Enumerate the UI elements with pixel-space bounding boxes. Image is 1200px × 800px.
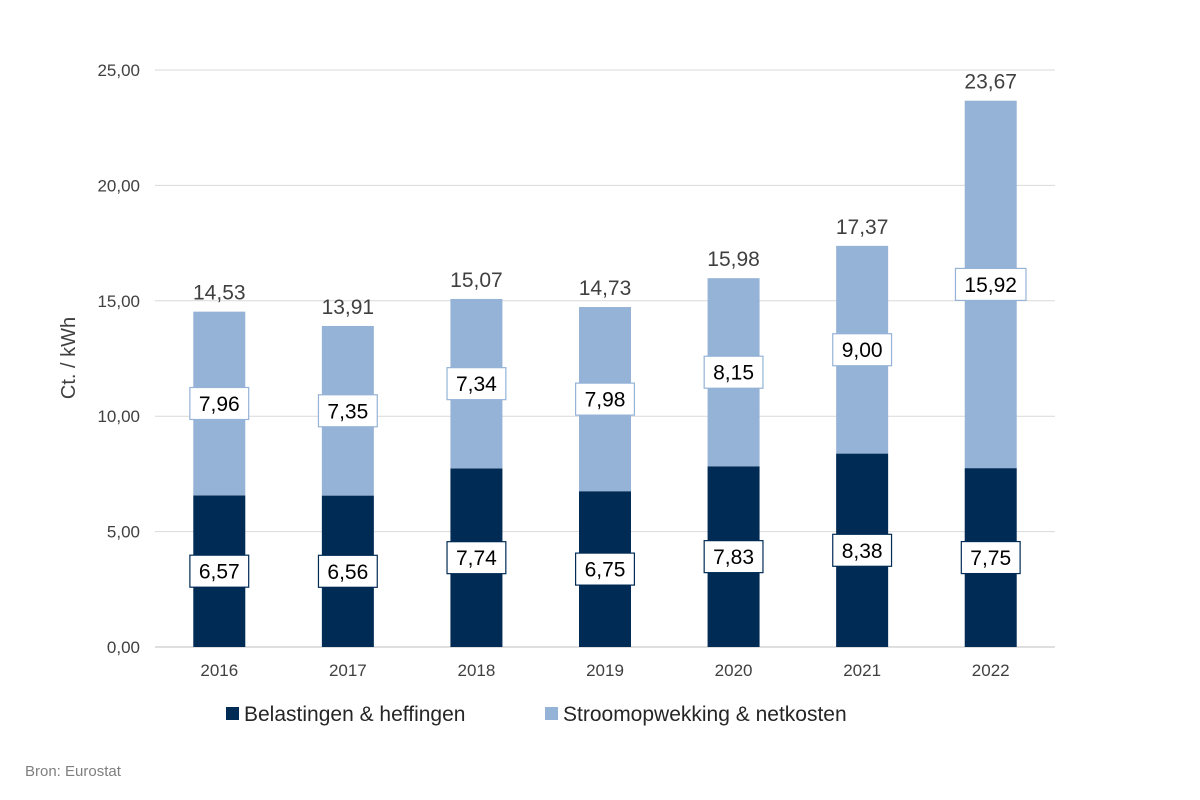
x-axis-ticks: 2016 2017 2018 2019 2020 2021 2022 <box>200 661 1009 680</box>
data-label: 7,74 <box>456 547 497 570</box>
y-axis-label: Ct. / kWh <box>58 317 80 399</box>
data-label: 6,56 <box>327 561 368 584</box>
data-label-box <box>446 367 507 401</box>
data-label: 8,38 <box>842 540 883 563</box>
data-label: 7,75 <box>970 547 1011 570</box>
data-label-box <box>832 533 893 567</box>
total-label: 14,73 <box>579 277 632 300</box>
data-label-box <box>960 540 1021 575</box>
data-label-box <box>317 554 378 588</box>
data-label: 7,98 <box>585 389 626 412</box>
total-label: 23,67 <box>964 71 1017 94</box>
x-tick-label: 2017 <box>329 661 367 680</box>
x-tick-label: 2019 <box>586 661 624 680</box>
bars: 6,57 7,96 14,53 6,56 7,35 13,91 7,74 7,34 15,07 6… <box>189 71 1027 647</box>
legend-swatch-belastingen <box>226 707 239 720</box>
data-label-box <box>832 333 893 367</box>
data-label: 7,35 <box>327 400 368 423</box>
data-label: 6,57 <box>199 561 240 584</box>
y-tick-label: 0,00 <box>107 638 140 657</box>
data-label: 7,96 <box>199 393 240 416</box>
y-tick-label: 5,00 <box>107 523 140 542</box>
data-label-box <box>189 386 250 421</box>
source-note: Bron: Eurostat <box>25 763 122 780</box>
data-label: 9,00 <box>842 339 883 362</box>
data-label-box <box>574 382 635 416</box>
data-label-box <box>189 554 250 588</box>
data-label: 8,15 <box>713 362 754 385</box>
total-label: 13,91 <box>322 296 375 319</box>
x-tick-label: 2022 <box>972 661 1010 680</box>
y-tick-label: 15,00 <box>97 292 140 311</box>
y-tick-label: 25,00 <box>97 61 140 80</box>
total-label: 17,37 <box>836 216 889 239</box>
legend-label-stroomopwekking: Stroomopwekking & netkosten <box>563 703 847 726</box>
x-tick-label: 2021 <box>843 661 881 680</box>
data-label-box <box>703 540 764 574</box>
data-label: 6,75 <box>585 559 626 582</box>
y-tick-label: 20,00 <box>97 176 140 195</box>
x-tick-label: 2016 <box>200 661 238 680</box>
data-label: 15,92 <box>964 274 1017 297</box>
data-label-box <box>703 355 764 389</box>
data-label: 7,34 <box>456 373 497 396</box>
total-label: 15,98 <box>707 248 760 271</box>
data-label-box <box>574 552 635 586</box>
legend: Belastingen & heffingen Stroomopwekking … <box>226 703 847 726</box>
y-tick-label: 10,00 <box>97 407 140 426</box>
x-tick-label: 2020 <box>715 661 753 680</box>
data-label-box <box>446 541 507 575</box>
data-label-box <box>317 394 378 428</box>
total-label: 14,53 <box>193 282 246 305</box>
x-tick-label: 2018 <box>458 661 496 680</box>
data-label: 7,83 <box>713 546 754 569</box>
legend-label-belastingen: Belastingen & heffingen <box>244 703 465 726</box>
data-label-box <box>954 267 1027 302</box>
y-axis-ticks: 0,00 5,00 10,00 15,00 20,00 25,00 <box>97 61 140 657</box>
total-label: 15,07 <box>450 269 503 292</box>
legend-swatch-stroomopwekking <box>545 707 558 720</box>
